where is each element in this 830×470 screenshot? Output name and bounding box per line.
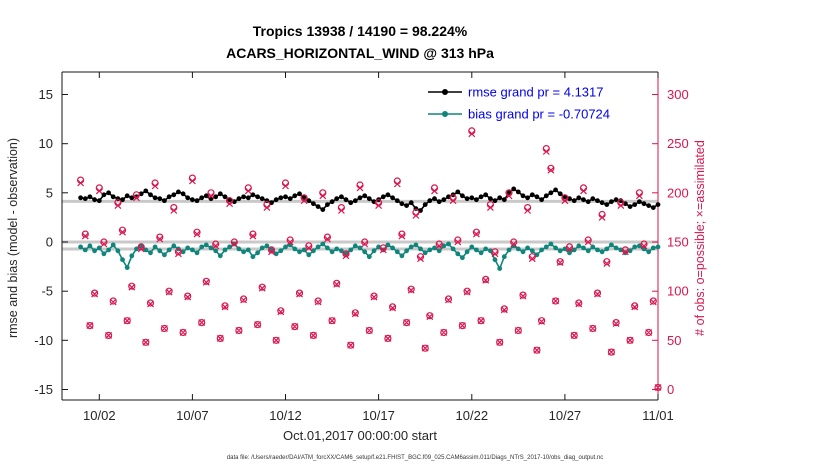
- legend: rmse grand pr = 4.1317 bias grand pr = -…: [428, 85, 610, 122]
- legend-rmse-entry: rmse grand pr = 4.1317: [428, 85, 604, 100]
- y-right-tick-label: 0: [667, 382, 674, 397]
- legend-bias-label: bias grand pr = -0.70724: [468, 107, 610, 122]
- y-right-tick-label: 300: [667, 87, 689, 102]
- x-tick-label: 10/02: [83, 408, 116, 423]
- bias-series: [78, 241, 661, 271]
- y-left-tick-label: -5: [41, 284, 53, 299]
- chart-subtitle: ACARS_HORIZONTAL_WIND @ 313 hPa: [226, 45, 494, 61]
- obs-count-series: [76, 127, 662, 392]
- rmse-series: [78, 186, 661, 213]
- legend-bias-entry: bias grand pr = -0.70724: [428, 107, 610, 122]
- legend-rmse-label: rmse grand pr = 4.1317: [468, 85, 604, 100]
- reference-lines: [62, 199, 658, 251]
- x-tick-label: 10/07: [176, 408, 209, 423]
- x-axis-label: Oct.01,2017 00:00:00 start: [283, 428, 437, 443]
- y-right-tick-label: 50: [667, 333, 681, 348]
- y-left-tick-label: 5: [46, 185, 53, 200]
- y-right-tick-label: 100: [667, 284, 689, 299]
- x-tick-label: 10/22: [456, 408, 489, 423]
- x-tick-label: 10/17: [362, 408, 395, 423]
- x-tick-label: 10/12: [269, 408, 302, 423]
- footer-text: data file: /Users/raeder/DAI/ATM_forcXX/…: [227, 455, 603, 461]
- legend-rmse-marker: [442, 89, 448, 95]
- y-axis-label-right: # of obs: o=possible; ×=assimilated: [693, 140, 707, 336]
- y-right-tick-label: 200: [667, 185, 689, 200]
- y-left-ticks: -15 -10 -5 0 5 10 15: [34, 87, 68, 397]
- y-left-tick-label: 15: [39, 87, 53, 102]
- axes: [61, 71, 659, 401]
- y-axis-label-left: rmse and bias (model - observation): [6, 138, 20, 338]
- chart-title: Tropics 13938 / 14190 = 98.224%: [253, 23, 468, 39]
- y-left-tick-label: 0: [46, 235, 53, 250]
- y-left-tick-label: -15: [34, 382, 53, 397]
- legend-bias-marker: [442, 111, 448, 117]
- x-ticks: 10/02 10/07 10/12 10/17 10/22 10/27 11/01: [83, 72, 674, 423]
- x-tick-label: 11/01: [642, 408, 674, 423]
- y-left-tick-label: 10: [39, 136, 53, 151]
- x-tick-label: 10/27: [549, 408, 582, 423]
- y-left-tick-label: -10: [34, 333, 53, 348]
- y-right-tick-label: 250: [667, 136, 689, 151]
- y-right-tick-label: 150: [667, 235, 689, 250]
- y-right-ticks: 0 50 100 150 200 250 300: [652, 87, 689, 397]
